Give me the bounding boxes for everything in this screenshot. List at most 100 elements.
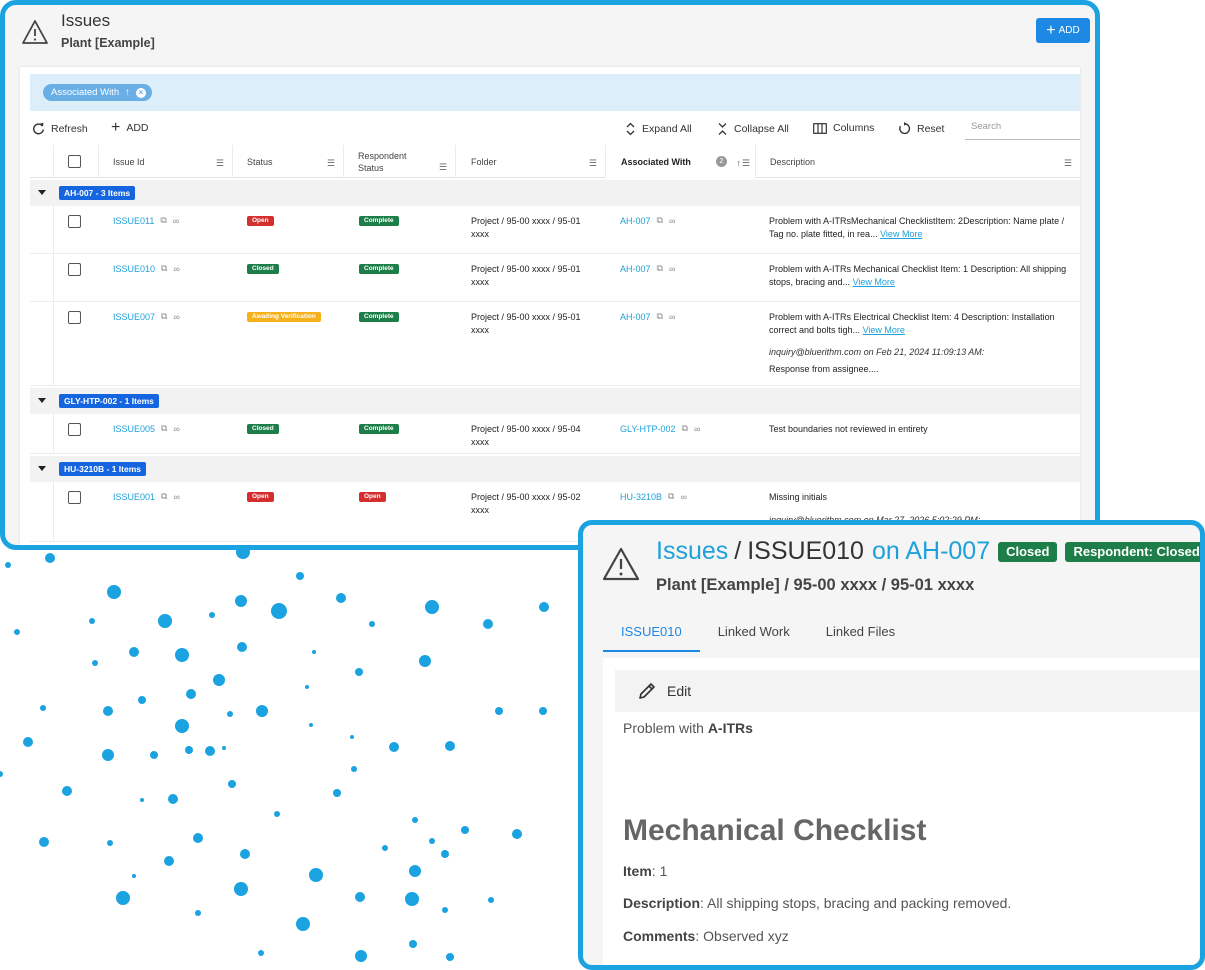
item-line: Item: 1 [623, 863, 667, 879]
link-icon[interactable]: ∞ [680, 491, 687, 502]
column-folder[interactable]: Folder ☰ [456, 145, 606, 178]
associated-link[interactable]: AH-007 [620, 311, 651, 322]
row-checkbox[interactable] [68, 311, 81, 324]
open-external-icon[interactable]: ⧉ [656, 311, 663, 321]
link-icon[interactable]: ∞ [172, 215, 180, 226]
decorative-dot [158, 614, 172, 628]
issue-id-link[interactable]: ISSUE010 [113, 263, 156, 274]
collapse-all-button[interactable]: Collapse All [717, 122, 789, 136]
row-checkbox[interactable] [68, 263, 81, 276]
add-issue-button[interactable]: + ADD [1036, 18, 1090, 43]
decorative-dot [389, 742, 399, 752]
group-chip-label: Associated With [51, 87, 120, 98]
column-status[interactable]: Status ☰ [233, 145, 344, 178]
collapse-group-icon[interactable] [38, 398, 46, 403]
filter-icon[interactable]: ☰ [215, 158, 224, 168]
group-chip-associated-with[interactable]: Associated With ↑ × [43, 84, 152, 101]
open-external-icon[interactable]: ⧉ [160, 215, 167, 225]
group-row[interactable]: HU-3210B - 1 Items [30, 456, 1080, 482]
edit-button[interactable]: Edit [615, 670, 1200, 712]
decorative-dot [488, 897, 494, 903]
sort-up-icon[interactable]: ↑ [125, 87, 130, 98]
detail-body: Edit Problem with A-ITRs Mechanical Chec… [603, 658, 1200, 965]
link-icon[interactable]: ∞ [173, 311, 180, 322]
filter-icon[interactable]: ☰ [741, 158, 750, 168]
decorative-dot [39, 837, 49, 847]
reset-button[interactable]: Reset [898, 122, 944, 135]
filter-icon[interactable]: ☰ [438, 162, 447, 172]
filter-icon[interactable]: ☰ [1063, 158, 1072, 168]
open-external-icon[interactable]: ⧉ [161, 491, 168, 501]
link-icon[interactable]: ∞ [173, 491, 180, 502]
remove-chip-icon[interactable]: × [135, 87, 146, 98]
open-external-icon[interactable]: ⧉ [161, 423, 168, 433]
decorative-dot [222, 746, 226, 750]
link-icon[interactable]: ∞ [668, 311, 676, 322]
issue-id-link[interactable]: ISSUE001 [113, 491, 156, 502]
link-icon[interactable]: ∞ [668, 263, 676, 274]
open-external-icon[interactable]: ⧉ [656, 263, 663, 273]
tab-linked-work[interactable]: Linked Work [717, 624, 790, 639]
row-checkbox[interactable] [68, 423, 81, 436]
decorative-dot [446, 953, 454, 961]
view-more-link[interactable]: View More [862, 325, 905, 335]
open-external-icon[interactable]: ⧉ [161, 263, 168, 273]
view-more-link[interactable]: View More [852, 277, 895, 287]
group-by-bar: Associated With ↑ × [30, 74, 1080, 111]
associated-link[interactable]: AH-007 [620, 215, 651, 226]
column-associated-with[interactable]: Associated With 2 ↑ ☰ [606, 145, 756, 178]
column-respondent-status[interactable]: Respondent Status ☰ [344, 145, 456, 178]
select-all-checkbox[interactable] [68, 155, 81, 168]
filter-icon[interactable]: ☰ [588, 158, 597, 168]
associated-item-link[interactable]: on AH-007 [871, 537, 991, 565]
decorative-dot [240, 849, 250, 859]
link-icon[interactable]: ∞ [173, 263, 180, 274]
issue-id-link[interactable]: ISSUE011 [113, 215, 155, 226]
respondent-status-badge: Complete [359, 312, 399, 322]
column-issue-id[interactable]: Issue Id ☰ [99, 145, 233, 178]
associated-link[interactable]: HU-3210B [620, 491, 663, 502]
group-label: HU-3210B - 1 Items [59, 462, 147, 476]
search-input[interactable]: Search [965, 118, 1080, 140]
open-external-icon[interactable]: ⧉ [161, 311, 168, 321]
decorative-dot [235, 595, 247, 607]
problem-line: Problem with A-ITRs [623, 720, 753, 736]
tab-linked-files[interactable]: Linked Files [825, 624, 896, 639]
open-external-icon[interactable]: ⧉ [681, 423, 688, 433]
view-more-link[interactable]: View More [880, 229, 923, 239]
row-checkbox[interactable] [68, 215, 81, 228]
issue-id-link[interactable]: ISSUE005 [113, 423, 156, 434]
description-text: Problem with A-ITRs Electrical Checklist… [769, 312, 1055, 335]
associated-link[interactable]: GLY-HTP-002 [620, 423, 676, 434]
column-description[interactable]: Description ☰ [756, 145, 1080, 178]
refresh-button[interactable]: Refresh [32, 122, 88, 135]
status-badge: Closed [247, 424, 279, 434]
associated-link[interactable]: AH-007 [620, 263, 651, 274]
link-icon[interactable]: ∞ [173, 423, 180, 434]
group-row[interactable]: AH-007 - 3 Items [30, 180, 1080, 206]
decorative-dot [237, 642, 247, 652]
filter-icon[interactable]: ☰ [326, 158, 335, 168]
issue-id-link[interactable]: ISSUE007 [113, 311, 156, 322]
group-row[interactable]: GLY-HTP-002 - 1 Items [30, 388, 1080, 414]
open-external-icon[interactable]: ⧉ [656, 215, 663, 225]
table-row[interactable]: ISSUE005 ⧉ ∞ Closed Complete Project / 9… [30, 414, 1080, 454]
link-icon[interactable]: ∞ [668, 215, 676, 226]
breadcrumb-issues-link[interactable]: Issues [656, 537, 729, 565]
tab-issue[interactable]: ISSUE010 [603, 618, 700, 652]
row-checkbox[interactable] [68, 491, 81, 504]
table-row[interactable]: ISSUE010 ⧉ ∞ Closed Complete Project / 9… [30, 254, 1080, 302]
collapse-group-icon[interactable] [38, 190, 46, 195]
toolbar-add-button[interactable]: + ADD [111, 120, 149, 136]
collapse-group-icon[interactable] [38, 466, 46, 471]
columns-button[interactable]: Columns [813, 122, 874, 134]
table-row[interactable]: ISSUE011 ⧉ ∞ Open Complete Project / 95-… [30, 206, 1080, 254]
table-row[interactable]: ISSUE007 ⧉ ∞ Awaiting Verification Compl… [30, 302, 1080, 386]
sort-ascending-icon[interactable]: ↑ [736, 158, 742, 168]
warning-icon [602, 547, 640, 581]
description-line: Description: All shipping stops, bracing… [623, 895, 1011, 911]
decorative-dot [14, 629, 20, 635]
open-external-icon[interactable]: ⧉ [668, 491, 675, 501]
link-icon[interactable]: ∞ [693, 423, 701, 434]
expand-all-button[interactable]: Expand All [625, 122, 692, 136]
